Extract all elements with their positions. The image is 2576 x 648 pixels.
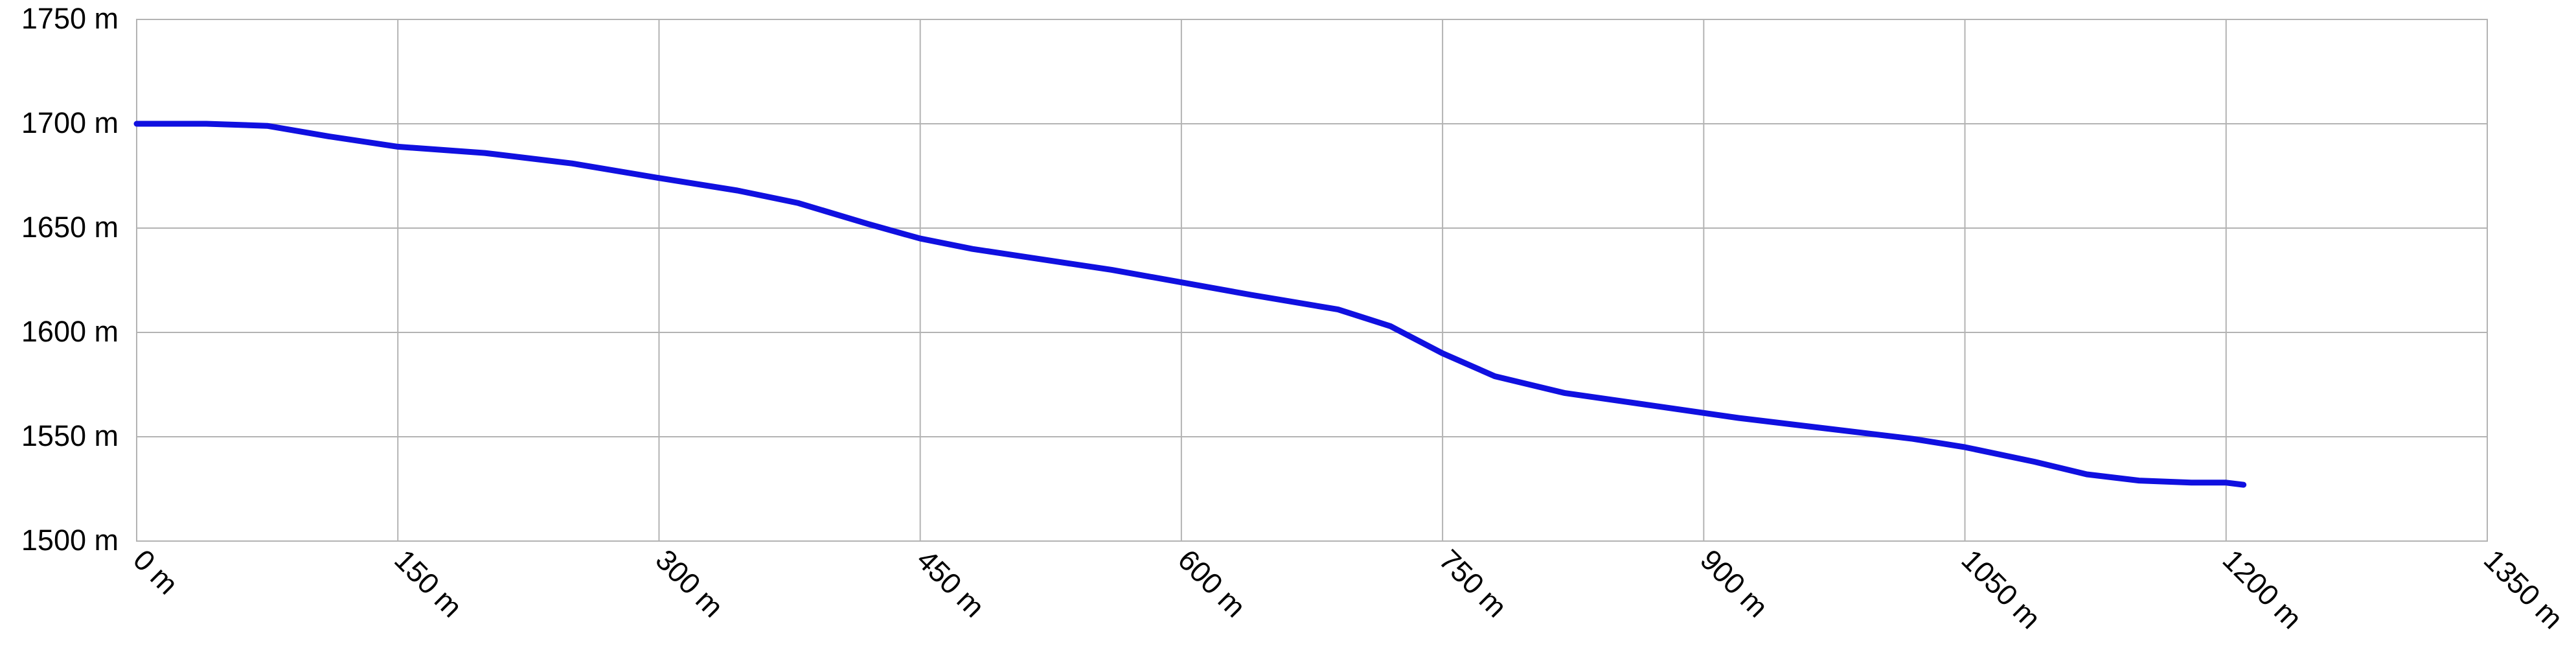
y-tick-label: 1550 m [21,419,119,452]
y-tick-label: 1750 m [21,2,119,35]
x-axis-tick-labels: 0 m 150 m 300 m 450 m 600 m 750 m 900 m 1050 m 1… [127,543,2570,635]
series-layer [133,121,2247,488]
x-tick-label: 1200 m [2217,543,2308,635]
x-tick-label: 150 m [388,543,469,624]
x-tick-label: 600 m [1172,543,1253,624]
x-tick-label: 0 m [127,543,185,601]
y-axis-tick-labels: 1500 m 1550 m 1600 m 1650 m 1700 m 1750 m [21,2,119,557]
x-tick-label: 450 m [911,543,992,624]
x-tick-label: 900 m [1694,543,1775,624]
y-tick-label: 1650 m [21,211,119,244]
y-tick-label: 1600 m [21,315,119,348]
x-tick-label: 750 m [1433,543,1514,624]
elevation-series-line [133,121,2247,488]
y-tick-label: 1700 m [21,106,119,139]
y-tick-label: 1500 m [21,524,119,557]
plot-area-frame [136,19,2488,542]
x-tick-label: 1050 m [1955,543,2047,635]
x-tick-label: 1350 m [2478,543,2570,635]
grid-lines [136,19,2488,542]
x-tick-label: 300 m [649,543,730,624]
